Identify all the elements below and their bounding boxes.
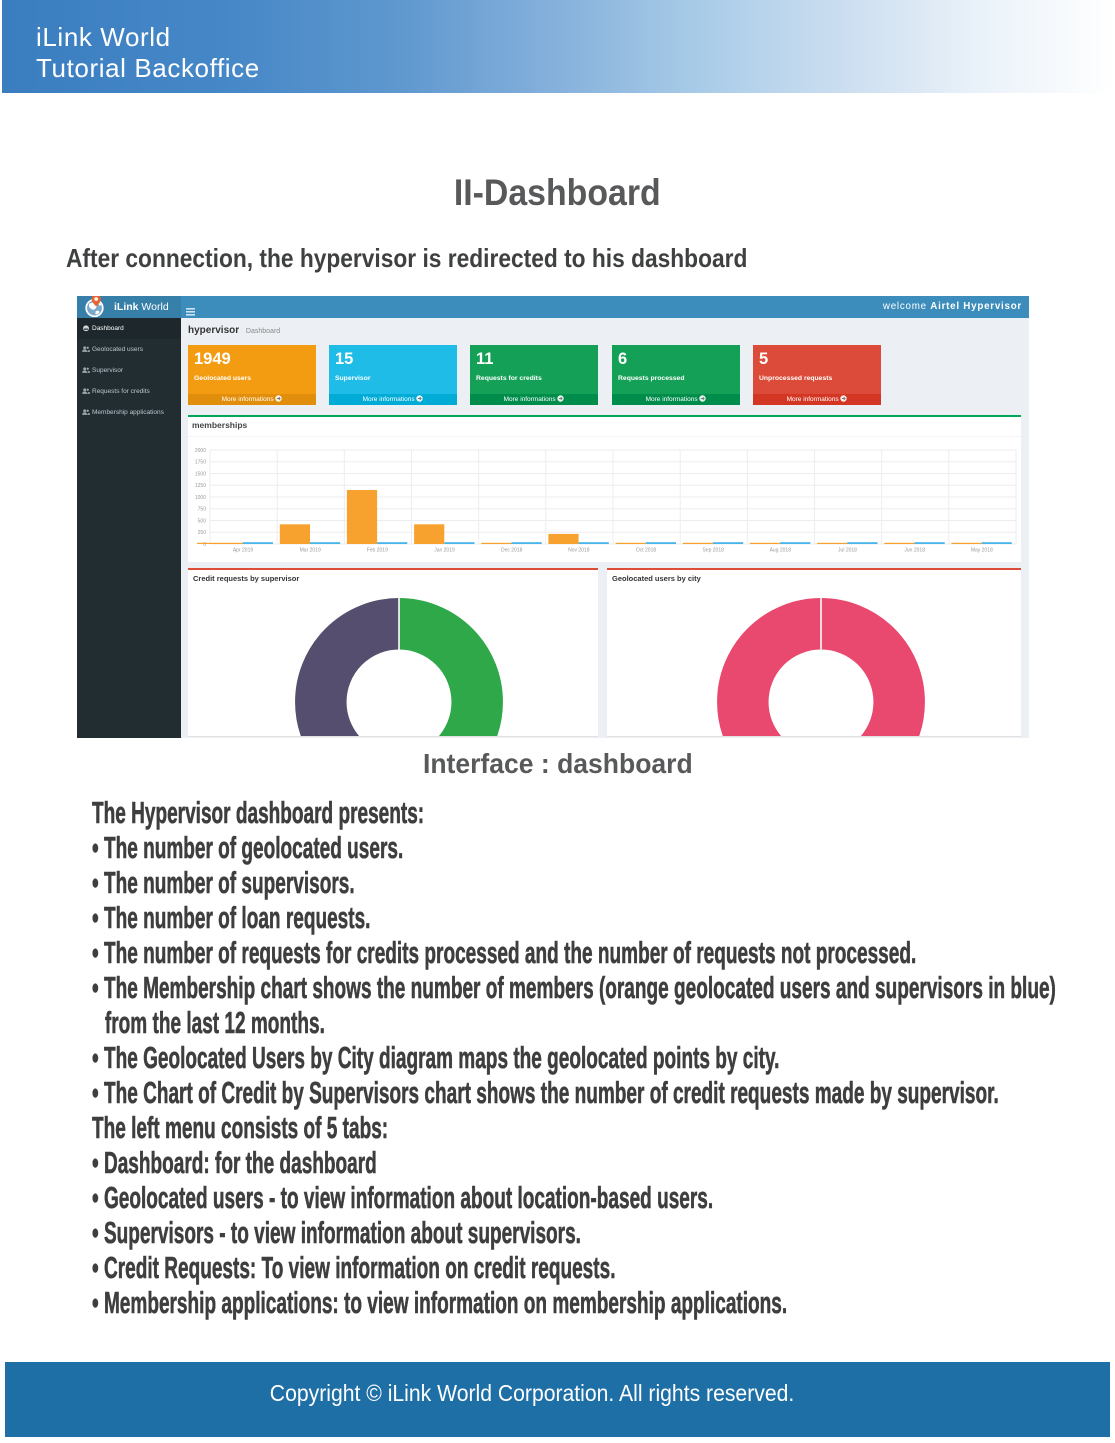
svg-text:Sep 2018: Sep 2018: [702, 548, 724, 554]
svg-text:250: 250: [198, 530, 207, 536]
svg-text:May 2018: May 2018: [971, 548, 993, 554]
svg-text:Nov 2018: Nov 2018: [568, 548, 590, 554]
svg-text:1500: 1500: [195, 471, 206, 477]
svg-text:2000: 2000: [195, 448, 206, 454]
svg-text:1000: 1000: [195, 495, 206, 501]
svg-text:Apr 2019: Apr 2019: [233, 548, 254, 554]
svg-text:Jul 2018: Jul 2018: [838, 548, 857, 554]
svg-text:750: 750: [198, 507, 207, 513]
svg-text:Mar 2019: Mar 2019: [300, 548, 321, 554]
svg-text:Jan 2019: Jan 2019: [434, 548, 455, 554]
svg-text:0: 0: [203, 542, 206, 548]
svg-text:Aug 2018: Aug 2018: [770, 548, 792, 554]
svg-text:1250: 1250: [195, 483, 206, 489]
svg-text:500: 500: [198, 518, 207, 524]
svg-text:Feb 2019: Feb 2019: [367, 548, 388, 554]
svg-text:Oct 2018: Oct 2018: [636, 548, 657, 554]
svg-text:Dec 2018: Dec 2018: [501, 548, 523, 554]
svg-text:1750: 1750: [195, 460, 206, 466]
svg-text:Jun 2018: Jun 2018: [904, 548, 925, 554]
